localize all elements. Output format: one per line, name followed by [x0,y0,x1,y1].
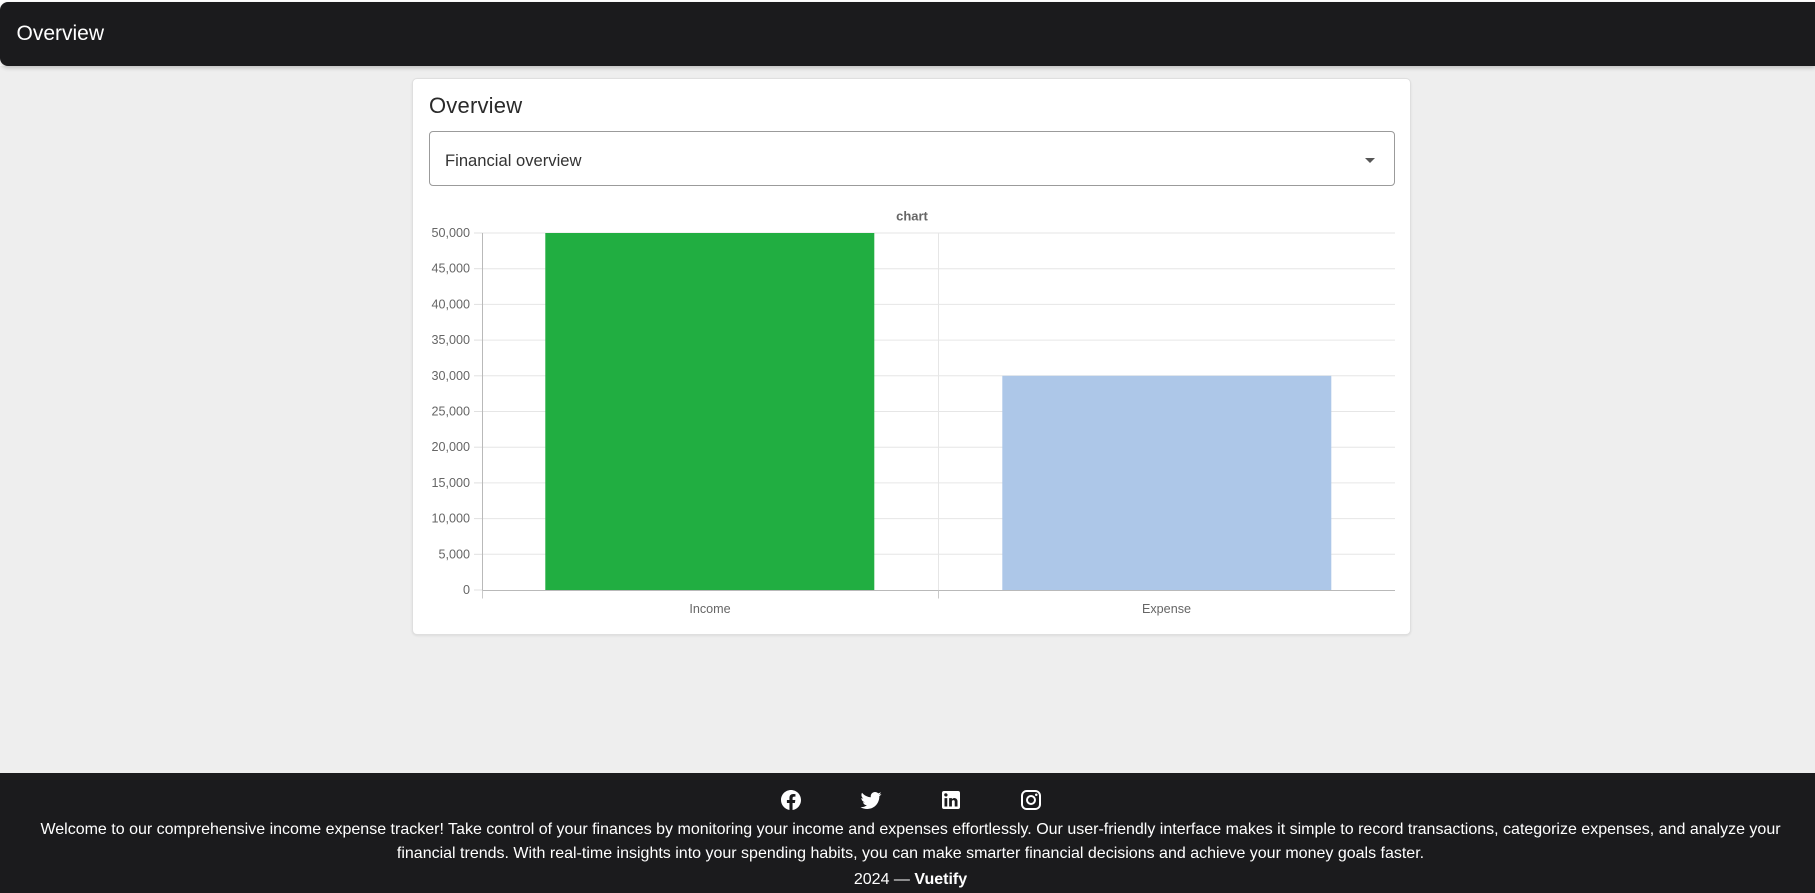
svg-text:50,000: 50,000 [431,226,470,240]
svg-text:45,000: 45,000 [431,262,470,276]
svg-text:chart: chart [896,209,928,224]
svg-text:35,000: 35,000 [431,333,470,347]
svg-text:20,000: 20,000 [431,440,470,454]
svg-text:40,000: 40,000 [431,297,470,311]
svg-text:Income: Income [689,602,730,616]
svg-text:15,000: 15,000 [431,476,470,490]
svg-text:10,000: 10,000 [431,512,470,526]
svg-text:0: 0 [463,583,470,597]
svg-text:Expense: Expense [1142,602,1191,616]
svg-text:25,000: 25,000 [431,405,470,419]
svg-text:30,000: 30,000 [431,369,470,383]
svg-text:5,000: 5,000 [438,547,470,561]
